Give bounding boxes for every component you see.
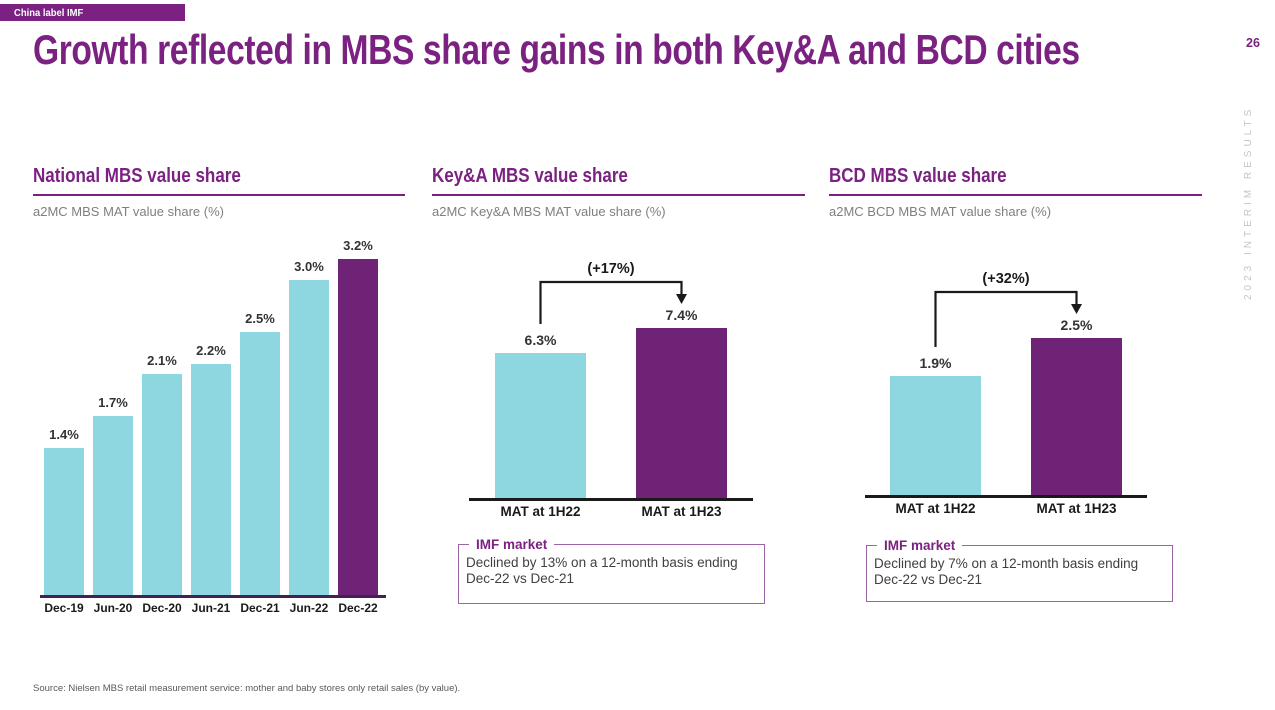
bar-mat-at-1h23	[636, 328, 727, 498]
bar-mat-at-1h22	[890, 376, 981, 495]
section-subtitle-keya: a2MC Key&A MBS MAT value share (%)	[432, 204, 666, 219]
callout-title: IMF market	[877, 538, 963, 553]
x-axis-line	[469, 498, 753, 501]
bar-jun-20	[93, 416, 133, 595]
bar-value-label: 2.5%	[245, 311, 275, 326]
bar-jun-22	[289, 280, 329, 595]
section-title-text: Key&A MBS value share	[432, 165, 628, 187]
source-note: Source: Nielsen MBS retail measurement s…	[33, 683, 461, 694]
bar-category-label: MAT at 1H23	[1036, 501, 1117, 516]
bar-dec-22	[338, 259, 378, 595]
bar-category-label: Jun-20	[93, 601, 133, 615]
sidebar-vertical-text: 2023 INTERIM RESULTS	[1243, 105, 1254, 300]
section-subtitle-bcd: a2MC BCD MBS MAT value share (%)	[829, 204, 1052, 219]
section-bcd: BCD MBS value share a2MC BCD MBS MAT val…	[829, 165, 1202, 219]
section-title-text: National MBS value share	[33, 165, 241, 187]
slide-tag-badge: China label IMF	[0, 4, 185, 21]
bar-value-label: 2.2%	[196, 343, 226, 358]
section-title-bcd: BCD MBS value share	[829, 165, 1202, 196]
bar-jun-21	[191, 364, 231, 595]
bar-category-label: Dec-21	[240, 601, 280, 615]
section-title-keya: Key&A MBS value share	[432, 165, 805, 196]
bar-value-label: 1.9%	[919, 355, 952, 371]
page-number: 26	[1246, 36, 1260, 50]
callout-title: IMF market	[469, 537, 555, 552]
bar-category-label: Dec-22	[338, 601, 378, 615]
bar-category-label: Dec-19	[44, 601, 84, 615]
bar-value-label: 1.4%	[49, 427, 79, 442]
bar-value-label: 3.2%	[343, 238, 373, 253]
bar-value-label: 2.5%	[1060, 317, 1093, 333]
bar-value-label: 1.7%	[98, 395, 128, 410]
bar-category-label: Jun-22	[289, 601, 329, 615]
keya-mbs-bar-chart: 6.3% MAT at 1H22 7.4% MAT at 1H23 (+17%)	[469, 255, 753, 545]
bar-dec-20	[142, 374, 182, 595]
bar-category-label: Jun-21	[191, 601, 231, 615]
growth-annotation: (+17%)	[587, 261, 635, 277]
callout-text: Declined by 13% on a 12-month basis endi…	[466, 555, 738, 587]
section-title-text: BCD MBS value share	[829, 165, 1007, 187]
slide-tag-label: China label IMF	[14, 6, 84, 19]
growth-annotation: (+32%)	[982, 271, 1030, 287]
bar-value-label: 2.1%	[147, 353, 177, 368]
bar-value-label: 7.4%	[665, 307, 698, 323]
bar-category-label: MAT at 1H22	[895, 501, 976, 516]
section-title-national: National MBS value share	[33, 165, 405, 196]
bar-value-label: 3.0%	[294, 259, 324, 274]
bar-mat-at-1h22	[495, 353, 586, 498]
section-national: National MBS value share a2MC MBS MAT va…	[33, 165, 405, 219]
callout-text: Declined by 7% on a 12-month basis endin…	[874, 556, 1139, 588]
imf-market-callout-keya: IMF market Declined by 13% on a 12-month…	[458, 537, 765, 604]
bar-value-label: 6.3%	[524, 332, 557, 348]
slide-title: Growth reflected in MBS share gains in b…	[33, 26, 1080, 73]
bar-dec-19	[44, 448, 84, 595]
bar-mat-at-1h23	[1031, 338, 1122, 495]
section-keya: Key&A MBS value share a2MC Key&A MBS MAT…	[432, 165, 805, 219]
bcd-mbs-bar-chart: 1.9% MAT at 1H22 2.5% MAT at 1H23 (+32%)	[865, 255, 1147, 545]
bar-category-label: MAT at 1H22	[500, 504, 581, 519]
section-subtitle-national: a2MC MBS MAT value share (%)	[33, 204, 224, 219]
bar-category-label: MAT at 1H23	[641, 504, 722, 519]
imf-market-callout-bcd: IMF market Declined by 7% on a 12-month …	[866, 538, 1173, 602]
national-mbs-bar-chart: 1.4% Dec-19 1.7% Jun-20 2.1% Dec-20 2.2% Jun-21…	[40, 238, 386, 620]
bar-category-label: Dec-20	[142, 601, 182, 615]
x-axis-line	[865, 495, 1147, 498]
x-axis-line	[40, 595, 386, 598]
bar-dec-21	[240, 332, 280, 595]
